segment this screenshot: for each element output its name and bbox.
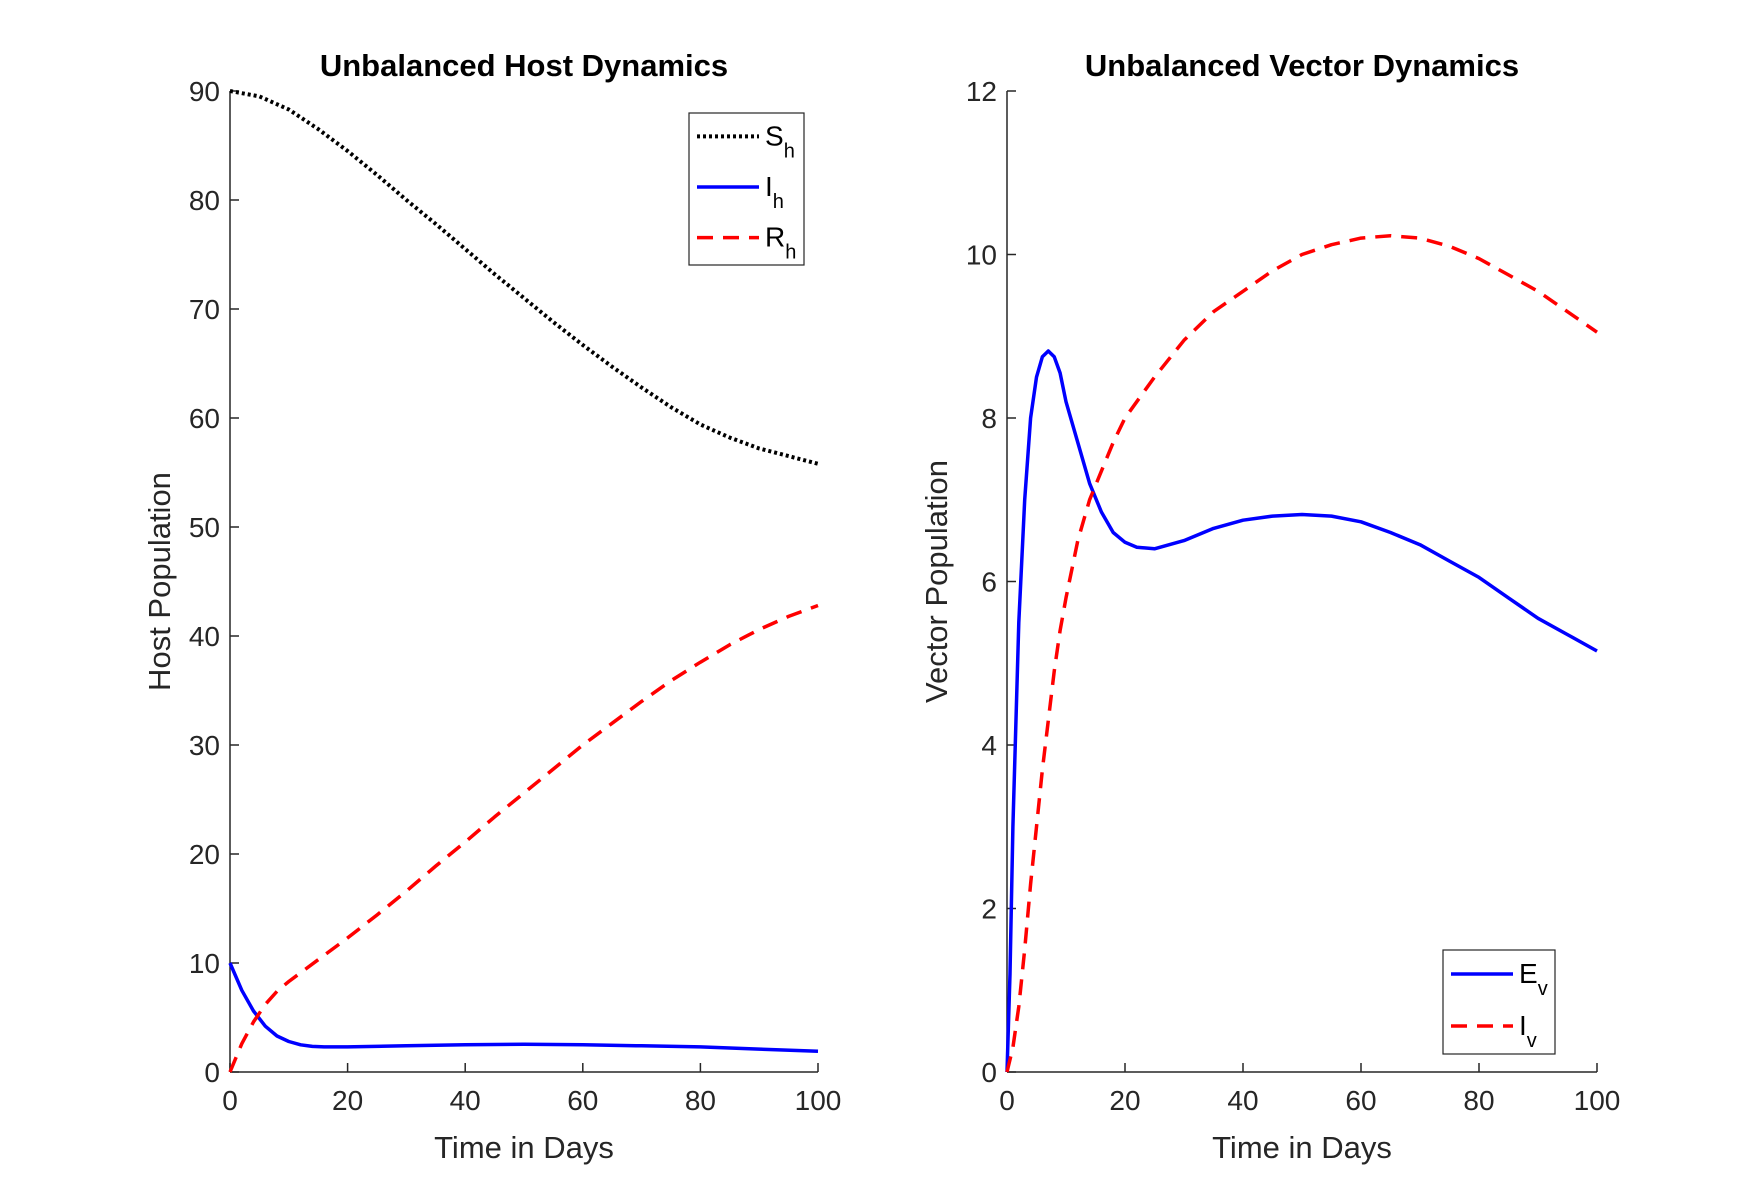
chart-title: Unbalanced Vector Dynamics (1085, 48, 1519, 83)
y-tick-label: 60 (189, 403, 220, 434)
y-tick-label: 10 (966, 240, 997, 271)
series-line-iv (1005, 233, 1598, 1073)
x-tick-label: 60 (567, 1085, 598, 1116)
series-line-ih (228, 962, 819, 1054)
x-tick-label: 40 (1227, 1085, 1258, 1116)
series-line-sh (229, 89, 819, 466)
x-tick-label: 80 (685, 1085, 716, 1116)
legend-box (1442, 949, 1556, 1055)
y-tick-label: 10 (189, 948, 220, 979)
x-tick-label: 100 (795, 1085, 842, 1116)
y-tick-label: 40 (189, 621, 220, 652)
series-line-ev (1005, 349, 1598, 1073)
y-tick-label: 12 (966, 76, 997, 107)
x-tick-label: 0 (222, 1085, 238, 1116)
y-tick-label: 50 (189, 512, 220, 543)
y-tick-label: 2 (981, 894, 997, 925)
y-tick-label: 0 (981, 1057, 997, 1088)
y-tick-label: 80 (189, 185, 220, 216)
x-tick-label: 80 (1463, 1085, 1494, 1116)
y-tick-label: 90 (189, 76, 220, 107)
x-tick-label: 0 (999, 1085, 1015, 1116)
x-axis-label: Time in Days (1212, 1130, 1392, 1165)
x-tick-label: 60 (1345, 1085, 1376, 1116)
legend-box (688, 112, 805, 266)
vector-dynamics-chart: Unbalanced Vector Dynamics 0 20 40 60 80 1000… (919, 48, 1620, 1165)
y-tick-label: 70 (189, 294, 220, 325)
y-axis-label: Vector Population (919, 460, 954, 703)
host-dynamics-chart: Unbalanced Host Dynamics 0 20 40 60 80 100 0 10… (142, 48, 841, 1165)
x-tick-label: 40 (450, 1085, 481, 1116)
y-tick-label: 0 (204, 1057, 220, 1088)
series-line-rh (228, 603, 819, 1073)
x-tick-label: 20 (1109, 1085, 1140, 1116)
x-axis-label: Time in Days (434, 1130, 614, 1165)
y-tick-label: 6 (981, 567, 997, 598)
y-tick-label: 30 (189, 730, 220, 761)
y-tick-label: 20 (189, 839, 220, 870)
y-tick-label: 4 (981, 730, 997, 761)
x-tick-label: 20 (332, 1085, 363, 1116)
chart-title: Unbalanced Host Dynamics (320, 48, 728, 83)
x-tick-label: 100 (1574, 1085, 1621, 1116)
y-tick-label: 8 (981, 403, 997, 434)
y-axis-label: Host Population (142, 472, 177, 691)
